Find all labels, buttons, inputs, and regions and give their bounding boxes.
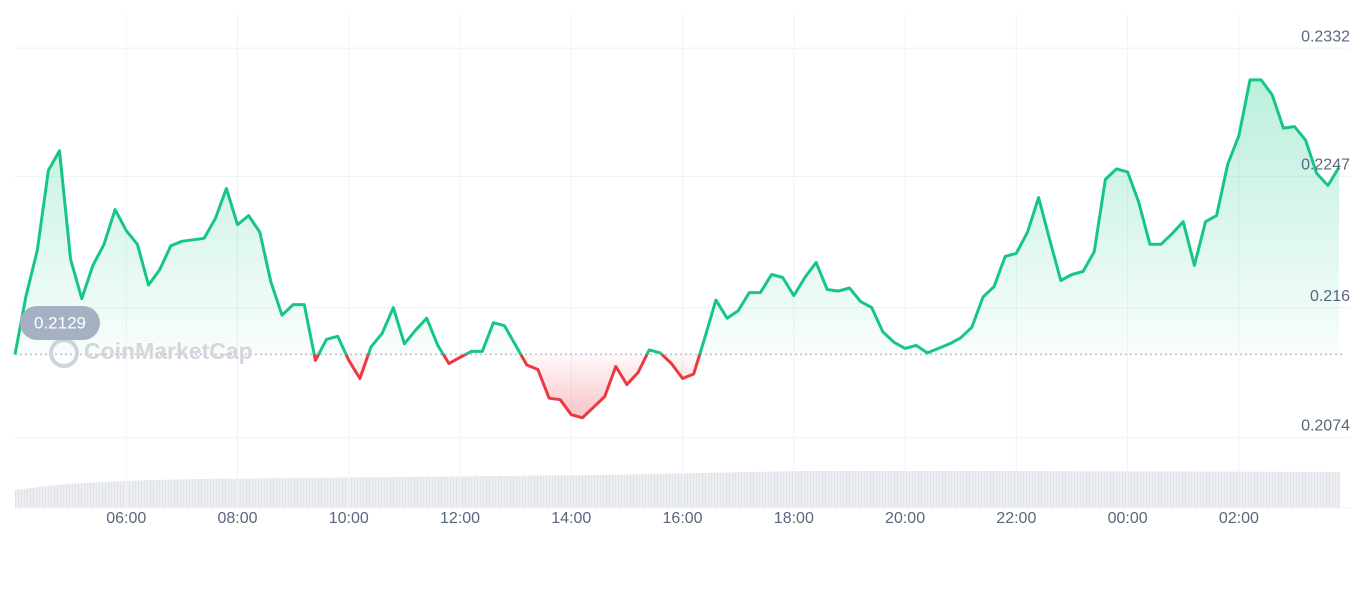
price-area — [15, 79, 1339, 418]
x-tick-label: 02:00 — [1219, 510, 1259, 527]
baseline-pill — [20, 306, 100, 340]
baseline-label: 0.2129 — [34, 313, 86, 332]
marks — [13, 78, 1342, 420]
y-tick-label: 0.216 — [1310, 288, 1350, 305]
x-tick-label: 20:00 — [885, 510, 925, 527]
x-tick-label: 00:00 — [1108, 510, 1148, 527]
labels: 0.2332 0.2247 0.216 0.2074 06:00 08:00 10:00 12… — [106, 28, 1350, 527]
x-tick-label: 14:00 — [551, 510, 591, 527]
x-tick-label: 08:00 — [217, 510, 257, 527]
x-tick-label: 16:00 — [663, 510, 703, 527]
y-tick-label: 0.2074 — [1301, 418, 1350, 435]
x-tick-label: 18:00 — [774, 510, 814, 527]
price-line — [13, 78, 1341, 420]
volume-band — [15, 471, 1340, 508]
x-tick-label: 06:00 — [106, 510, 146, 527]
x-tick-label: 12:00 — [440, 510, 480, 527]
x-tick-label: 22:00 — [996, 510, 1036, 527]
y-tick-label: 0.2247 — [1301, 157, 1350, 174]
watermark: CoinMarketCap — [84, 338, 253, 364]
x-tick-label: 10:00 — [329, 510, 369, 527]
y-tick-label: 0.2332 — [1301, 28, 1350, 45]
